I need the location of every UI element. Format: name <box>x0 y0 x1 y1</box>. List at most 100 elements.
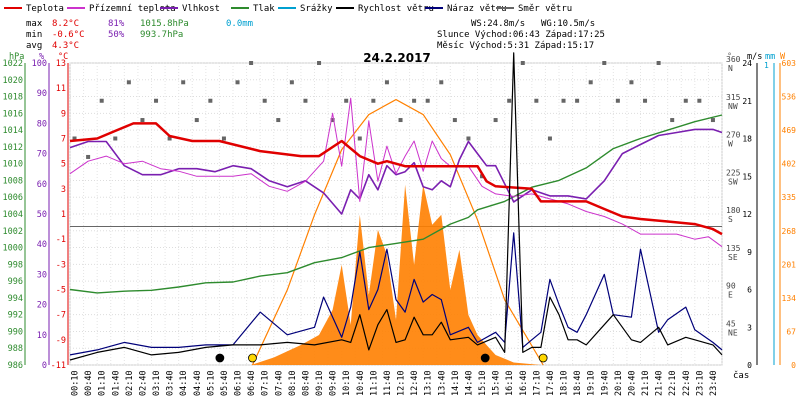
w-tick-1: 536 <box>782 93 797 102</box>
wind-dir-point-10 <box>208 98 213 103</box>
dir-tick-5: 135 <box>726 244 741 253</box>
stats-avg-label: avg <box>26 41 42 51</box>
x-tick-15: 07:40 <box>274 370 284 396</box>
hpa-tick-3: 1016 <box>3 109 23 119</box>
w-tick-0: 603 <box>782 59 797 68</box>
wind-dir-point-24 <box>398 118 403 123</box>
temp-tick-1: 11 <box>56 84 66 94</box>
x-tick-33: 16:40 <box>519 370 529 396</box>
series-Teplota <box>69 122 723 236</box>
temp-tick-7: -1 <box>56 235 66 245</box>
series-Tlak <box>69 114 723 294</box>
x-tick-12: 06:10 <box>234 370 244 396</box>
wind-dir-point-25 <box>412 98 417 103</box>
wind-dir-point-13 <box>249 61 254 65</box>
ms-tick-6: 6 <box>747 286 752 295</box>
wind-dir-point-18 <box>317 61 322 65</box>
hpa-tick-16: 990 <box>8 327 23 337</box>
temp-axis-title: °C <box>58 52 68 62</box>
pct-tick-2: 80 <box>37 119 47 129</box>
wind-dir-point-27 <box>439 80 444 85</box>
temp-tick-6: 1 <box>61 210 66 220</box>
temp-tick-0: 13 <box>56 59 66 69</box>
x-tick-7: 03:40 <box>166 370 176 396</box>
wind-dir-point-15 <box>276 118 281 123</box>
hpa-axis-title: hPa <box>9 52 24 62</box>
pct-tick-8: 20 <box>37 301 47 311</box>
wind-dir-point-5 <box>140 118 145 123</box>
wind-dir-point-23 <box>384 80 389 85</box>
x-tick-45: 22:40 <box>682 370 692 396</box>
x-tick-41: 20:40 <box>627 370 637 396</box>
dir-tick-7: 45 <box>726 319 736 328</box>
pct-tick-1: 90 <box>37 89 47 99</box>
wind-dir-point-30 <box>480 174 485 179</box>
dir-tick-6: 90 <box>726 282 736 291</box>
wind-dir-point-1 <box>86 154 91 159</box>
solar-radiation-area <box>251 184 541 365</box>
x-tick-42: 21:10 <box>641 370 651 396</box>
wind-dir-point-34 <box>534 98 539 103</box>
dir-tick-label-7: NE <box>728 328 738 337</box>
solar-curve <box>251 98 544 366</box>
wind-dir-point-19 <box>330 118 335 123</box>
x-tick-35: 17:40 <box>546 370 556 396</box>
pct-tick-7: 30 <box>37 270 47 280</box>
pct-tick-3: 70 <box>37 150 47 160</box>
x-tick-1: 00:40 <box>84 370 94 396</box>
legend-label-3: Tlak <box>253 4 275 14</box>
wind-dir-point-36 <box>561 98 566 103</box>
dir-tick-3: 225 <box>726 168 741 177</box>
wind-dir-point-42 <box>643 98 648 103</box>
dir-tick-label-3: SW <box>728 177 738 186</box>
dir-tick-label-6: E <box>728 291 733 300</box>
x-tick-11: 05:40 <box>220 370 230 396</box>
x-tick-44: 22:10 <box>668 370 678 396</box>
x-tick-40: 20:10 <box>614 370 624 396</box>
stats-block: max 8.2°C 81% 1015.8hPa 0.0mm min -0.6°C… <box>26 19 253 51</box>
x-tick-19: 09:40 <box>329 370 339 396</box>
pct-tick-5: 50 <box>37 210 47 220</box>
x-tick-43: 21:40 <box>655 370 665 396</box>
x-tick-37: 18:40 <box>573 370 583 396</box>
x-tick-5: 02:40 <box>138 370 148 396</box>
x-tick-39: 19:40 <box>600 370 610 396</box>
hpa-tick-0: 1022 <box>3 59 23 69</box>
x-tick-9: 04:40 <box>193 370 203 396</box>
temp-tick-9: -5 <box>56 286 66 296</box>
legend-label-4: Srážky <box>300 4 333 14</box>
pct-tick-6: 40 <box>37 240 47 250</box>
w-tick-3: 402 <box>782 160 797 169</box>
pct-tick-9: 10 <box>37 331 47 341</box>
x-tick-29: 14:40 <box>464 370 474 396</box>
wind-dir-point-39 <box>602 61 607 65</box>
x-tick-3: 01:40 <box>111 370 121 396</box>
wind-dir-point-16 <box>289 80 294 85</box>
moonrise-marker <box>215 353 225 363</box>
dir-tick-4: 180 <box>726 206 741 215</box>
sunrise-marker <box>248 353 257 363</box>
w-tick-5: 268 <box>782 227 797 236</box>
ms-tick-7: 3 <box>747 323 752 332</box>
info-ws: WS:24.8m/s <box>471 19 525 29</box>
hpa-tick-9: 1004 <box>3 210 23 220</box>
hpa-tick-15: 992 <box>8 311 23 321</box>
wind-dir-point-46 <box>697 98 702 103</box>
series-Rychlost-větru <box>69 52 723 361</box>
pct-tick-10: 0 <box>42 361 47 371</box>
stats-min-label: min <box>26 30 42 40</box>
dir-tick-label-5: SE <box>728 253 738 262</box>
x-tick-13: 06:40 <box>247 370 257 396</box>
sunset-marker <box>538 353 548 363</box>
stats-avg-temp: 4.3°C <box>52 41 79 51</box>
hpa-tick-8: 1006 <box>3 193 23 203</box>
pct-tick-0: 100 <box>32 59 47 69</box>
x-axis-title: čas <box>733 370 749 381</box>
wind-dir-point-37 <box>575 98 580 103</box>
temp-tick-10: -7 <box>56 311 66 321</box>
w-tick-9: 0 <box>791 361 796 370</box>
axes: hPa % °C ° m/s mm W čas 1022102010181016… <box>3 52 797 396</box>
hpa-tick-14: 994 <box>8 294 23 304</box>
temp-tick-12: -11 <box>51 361 66 371</box>
x-tick-24: 12:10 <box>397 370 407 396</box>
